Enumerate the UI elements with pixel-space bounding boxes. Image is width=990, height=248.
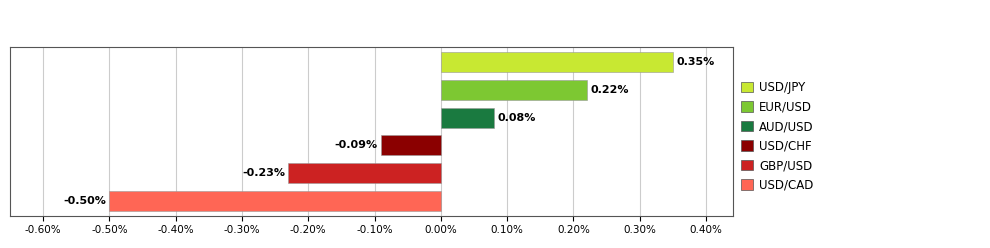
Bar xyxy=(441,108,494,127)
Bar xyxy=(381,135,441,155)
Text: 0.35%: 0.35% xyxy=(676,57,715,67)
Text: -0.50%: -0.50% xyxy=(63,196,106,206)
Bar xyxy=(288,163,441,183)
Bar xyxy=(441,80,587,100)
Text: -0.09%: -0.09% xyxy=(335,140,378,150)
Text: -0.23%: -0.23% xyxy=(243,168,285,178)
Text: 0.22%: 0.22% xyxy=(590,85,629,95)
Bar xyxy=(441,52,673,72)
Text: Benchmark Currency Rates - Daily Gainers & Losers: Benchmark Currency Rates - Daily Gainers… xyxy=(281,15,709,30)
Bar xyxy=(109,191,441,211)
Text: 0.08%: 0.08% xyxy=(497,113,536,123)
Legend: USD/JPY, EUR/USD, AUD/USD, USD/CHF, GBP/USD, USD/CAD: USD/JPY, EUR/USD, AUD/USD, USD/CHF, GBP/… xyxy=(737,76,819,196)
